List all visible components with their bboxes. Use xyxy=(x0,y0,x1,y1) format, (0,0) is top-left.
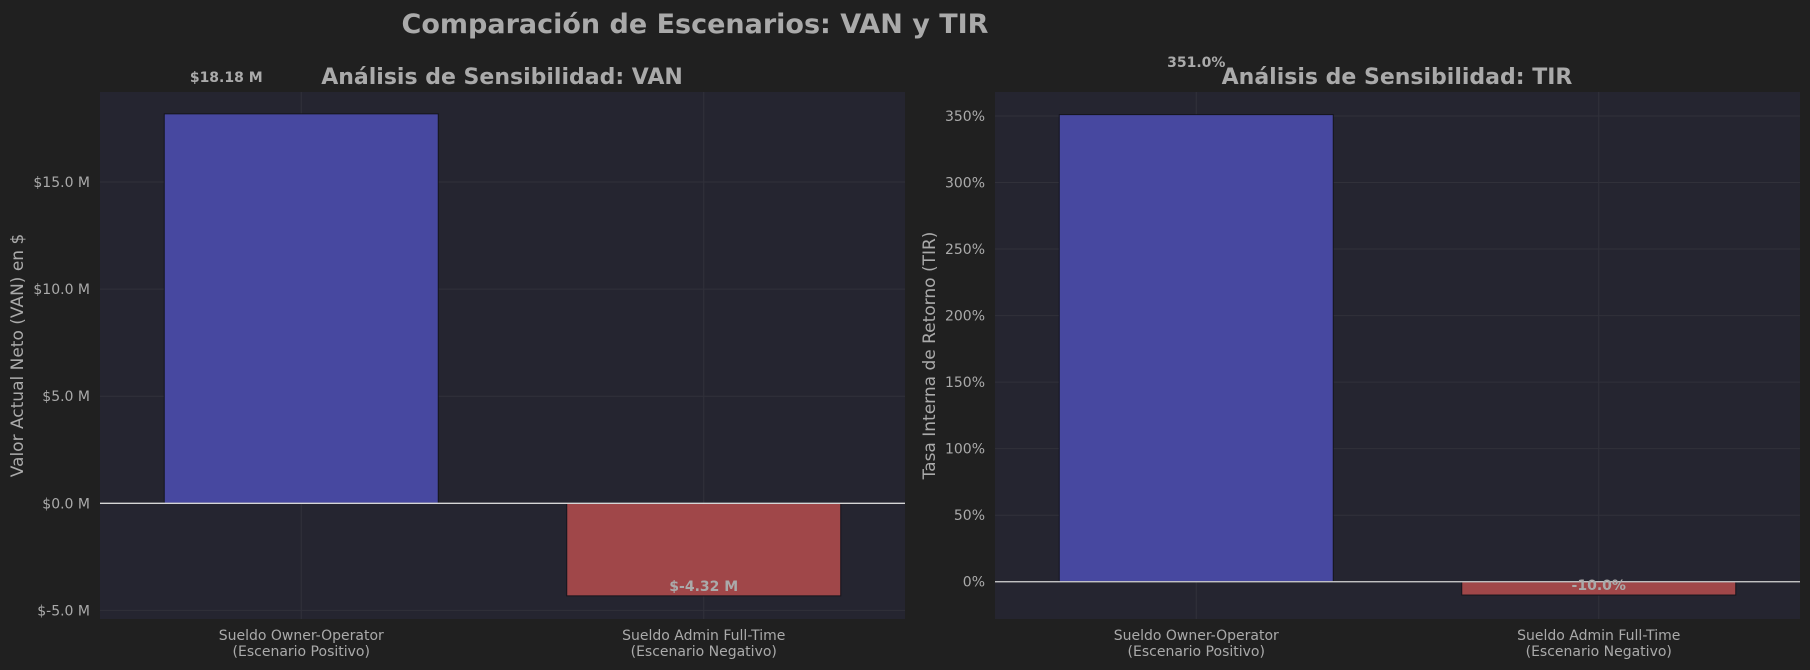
y-tick-label: $5.0 M xyxy=(42,389,90,405)
data-label: $18.18 M xyxy=(190,70,263,86)
y-tick-label: 0% xyxy=(963,575,985,591)
panel-title: Análisis de Sensibilidad: VAN xyxy=(321,65,683,90)
x-tick-label: (Escenario Positivo) xyxy=(233,644,370,660)
y-tick-label: 100% xyxy=(945,442,985,458)
y-axis-label: Tasa Interna de Retorno (TIR) xyxy=(920,232,940,481)
x-tick-label: Sueldo Admin Full-Time xyxy=(622,628,785,644)
y-axis-label: Valor Actual Neto (VAN) en $ xyxy=(8,234,28,478)
y-tick-label: 150% xyxy=(945,375,985,391)
y-tick-label: 350% xyxy=(945,109,985,125)
figure-title: Comparación de Escenarios: VAN y TIR xyxy=(402,9,989,40)
y-tick-label: 250% xyxy=(945,242,985,258)
y-tick-label: $0.0 M xyxy=(42,496,90,512)
data-label: $-4.32 M xyxy=(669,579,738,595)
x-tick-label: (Escenario Negativo) xyxy=(1526,644,1672,660)
y-tick-label: $15.0 M xyxy=(33,175,90,191)
y-tick-label: 50% xyxy=(954,508,985,524)
panel-title: Análisis de Sensibilidad: TIR xyxy=(1222,65,1573,90)
x-tick-label: Sueldo Owner-Operator xyxy=(219,628,384,644)
bar-positive xyxy=(1058,114,1334,583)
y-tick-label: 300% xyxy=(945,175,985,191)
bar-positive xyxy=(163,113,439,504)
x-tick-label: (Escenario Negativo) xyxy=(631,644,777,660)
x-tick-label: Sueldo Owner-Operator xyxy=(1114,628,1279,644)
data-label: 351.0% xyxy=(1167,55,1225,71)
x-tick-label: Sueldo Admin Full-Time xyxy=(1517,628,1680,644)
y-tick-label: $10.0 M xyxy=(33,282,90,298)
data-label: -10.0% xyxy=(1572,578,1626,594)
y-tick-label: $-5.0 M xyxy=(37,603,90,619)
y-tick-label: 200% xyxy=(945,309,985,325)
x-tick-label: (Escenario Positivo) xyxy=(1128,644,1265,660)
bar-negative xyxy=(566,502,842,597)
